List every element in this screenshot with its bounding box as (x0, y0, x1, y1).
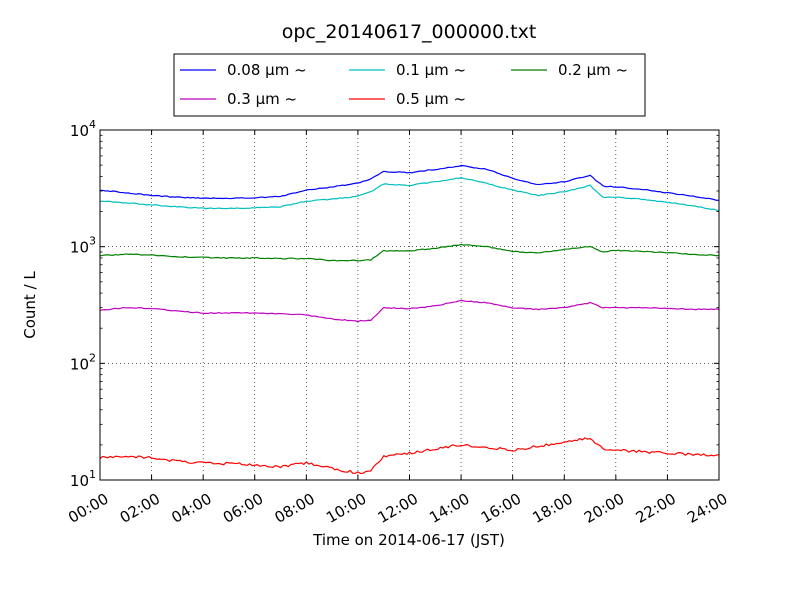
legend-label: 0.08 μm ~ (227, 61, 307, 79)
y-axis-label: Count / L (21, 271, 39, 339)
y-tick-label: 102 (70, 351, 96, 373)
x-axis-label: Time on 2014-06-17 (JST) (312, 531, 505, 549)
legend: 0.08 μm ~ 0.1 μm ~ 0.2 μm ~ 0.3 μm ~ 0.5 μm … (173, 53, 646, 117)
legend-box (173, 53, 646, 117)
series-line (99, 299, 720, 323)
y-tick-label: 103 (70, 235, 96, 257)
axis-ticks (99, 129, 720, 481)
series-line (99, 243, 720, 262)
y-tick-label: 101 (70, 468, 96, 490)
y-tick-label: 104 (70, 118, 96, 140)
legend-label: 0.5 μm ~ (396, 90, 466, 108)
y-tick-labels: 101 102 103 104 (70, 118, 96, 490)
chart-title: opc_20140617_000000.txt (282, 21, 537, 43)
legend-label: 0.2 μm ~ (558, 61, 628, 79)
series-line (99, 176, 720, 211)
series-lines (99, 164, 720, 475)
legend-label: 0.3 μm ~ (227, 90, 297, 108)
series-line (99, 164, 720, 201)
legend-label: 0.1 μm ~ (396, 61, 466, 79)
legend-items: 0.08 μm ~ 0.1 μm ~ 0.2 μm ~ 0.3 μm ~ 0.5 μm … (180, 61, 628, 108)
series-line (99, 437, 720, 475)
